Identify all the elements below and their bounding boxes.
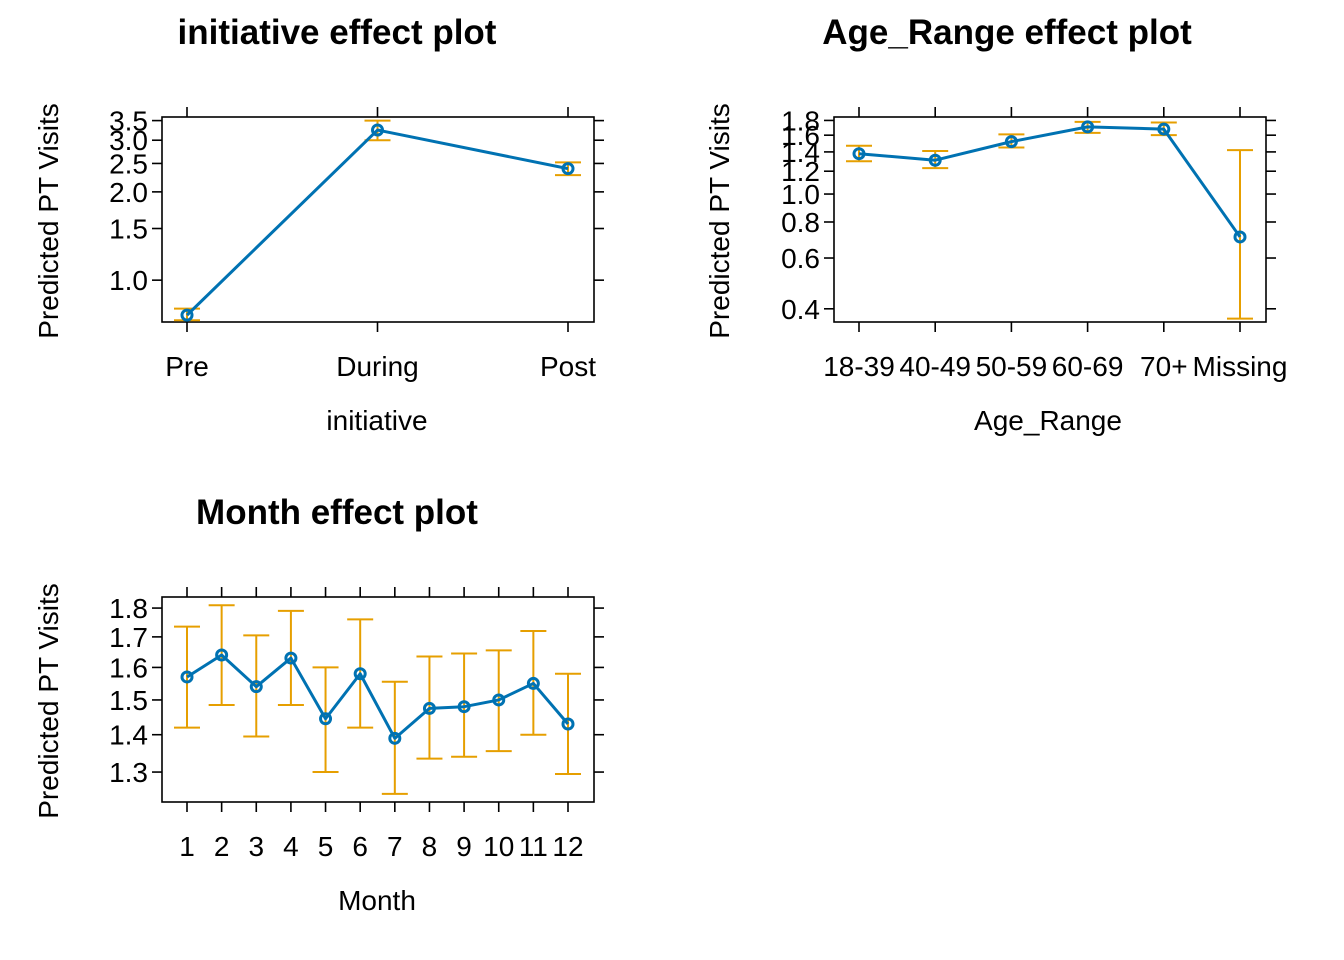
data-point <box>1081 120 1095 134</box>
x-axis-label: initiative <box>326 405 427 436</box>
age-range-effect-panel: Age_Range effect plot Predicted PT Visit… <box>704 13 1287 436</box>
y-tick-label: 1.7 <box>109 622 148 653</box>
data-point <box>422 701 436 715</box>
y-tick-label: 1.8 <box>109 593 148 624</box>
x-tick-label: 4 <box>283 831 299 862</box>
x-tick-label: Missing <box>1193 351 1288 382</box>
y-tick-label: 0.8 <box>781 207 820 238</box>
x-tick-label: 5 <box>318 831 334 862</box>
data-point <box>284 651 298 665</box>
y-tick-label: 1.2 <box>781 156 820 187</box>
data-point <box>852 147 866 161</box>
data-point <box>526 676 540 690</box>
y-tick-label: 2.5 <box>109 148 148 179</box>
series-line <box>858 125 1242 238</box>
y-tick-label: 0.6 <box>781 243 820 274</box>
y-axis-label: Predicted PT Visits <box>33 583 64 819</box>
plot-frame <box>161 116 595 323</box>
ci-error-bar <box>451 652 478 758</box>
y-tick-label: 2.0 <box>109 177 148 208</box>
chart-title: Age_Range effect plot <box>822 13 1192 52</box>
x-tick-label: 50-59 <box>976 351 1048 382</box>
plot-frame <box>833 116 1267 323</box>
y-tick-label: 0.4 <box>781 294 820 325</box>
ci-error-bar <box>174 625 200 729</box>
x-axis-label: Age_Range <box>974 405 1122 436</box>
data-point <box>1233 230 1247 244</box>
x-tick-label: 3 <box>248 831 264 862</box>
x-tick-label: 9 <box>456 831 472 862</box>
data-point <box>180 670 194 684</box>
y-tick-label: 1.0 <box>109 265 148 296</box>
data-point <box>249 680 263 694</box>
x-tick-label: 8 <box>422 831 438 862</box>
data-point <box>371 123 384 137</box>
y-tick-label: 1.6 <box>109 652 148 683</box>
x-tick-label: 7 <box>387 831 403 862</box>
y-tick-label: 1.4 <box>781 137 820 168</box>
x-tick-label: Post <box>540 351 596 382</box>
x-tick-label: 12 <box>552 831 583 862</box>
data-point <box>1004 135 1018 149</box>
series-line <box>186 653 570 740</box>
data-point <box>928 153 942 167</box>
x-tick-label: 10 <box>483 831 514 862</box>
chart-title: initiative effect plot <box>178 13 497 52</box>
y-axis-label: Predicted PT Visits <box>33 103 64 339</box>
y-tick-label: 3.5 <box>109 106 148 137</box>
initiative-effect-panel: initiative effect plot Predicted PT Visi… <box>33 13 604 436</box>
y-tick-label: 1.4 <box>109 720 148 751</box>
y-tick-label: 1.5 <box>109 214 148 245</box>
data-point <box>1157 122 1171 136</box>
x-tick-label: 2 <box>214 831 230 862</box>
x-axis-label: Month <box>338 885 416 916</box>
series-line <box>185 128 569 317</box>
y-axis-label: Predicted PT Visits <box>704 103 735 339</box>
x-tick-label: 60-69 <box>1052 351 1124 382</box>
data-point <box>388 731 402 745</box>
plot-frame <box>161 596 595 803</box>
chart-title: Month effect plot <box>196 493 478 532</box>
y-tick-label: 3.0 <box>109 125 148 156</box>
x-tick-label: Pre <box>165 351 209 382</box>
x-tick-label: 6 <box>352 831 368 862</box>
data-point <box>319 712 333 726</box>
data-point <box>457 700 471 714</box>
x-tick-label: 70+ <box>1140 351 1188 382</box>
data-point <box>215 648 229 662</box>
data-point <box>492 693 506 707</box>
data-point <box>561 717 575 731</box>
data-point <box>180 308 194 322</box>
x-tick-label: 40-49 <box>899 351 971 382</box>
y-tick-label: 1.5 <box>109 685 148 716</box>
y-tick-label: 1.8 <box>781 105 820 136</box>
x-tick-label: 1 <box>179 831 195 862</box>
y-tick-label: 1.3 <box>109 757 148 788</box>
x-tick-label: During <box>336 351 418 382</box>
y-tick-label: 1.6 <box>781 120 820 151</box>
x-tick-label: 11 <box>519 831 548 862</box>
x-tick-label: 18-39 <box>823 351 895 382</box>
month-effect-panel: Month effect plot Predicted PT Visits Mo… <box>33 493 604 916</box>
data-point <box>353 667 367 681</box>
y-tick-label: 1.0 <box>781 179 820 210</box>
data-point <box>561 162 575 176</box>
